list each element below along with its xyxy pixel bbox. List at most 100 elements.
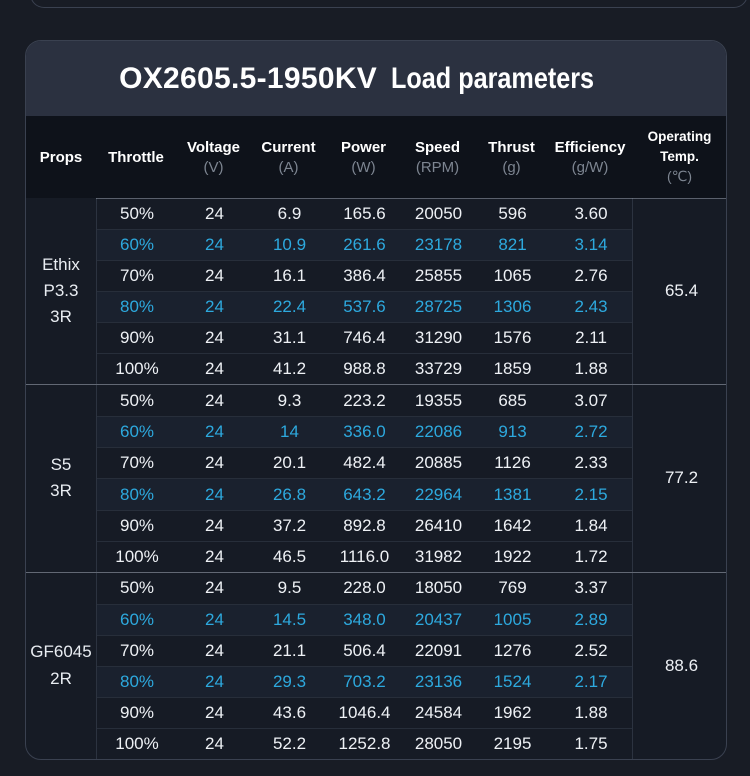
throttle-cell: 50% xyxy=(119,203,155,223)
table-row: 50% 24 9.3 223.2 19355 685 3.07 xyxy=(97,385,632,416)
current-cell: 37.2 xyxy=(272,515,307,535)
thrust-cell: 1126 xyxy=(494,453,531,473)
table-row: 50% 24 9.5 228.0 18050 769 3.37 xyxy=(97,573,632,604)
throttle-cell: 50% xyxy=(119,390,155,410)
throttle-cell: 80% xyxy=(119,671,155,691)
table-row: 80% 24 22.4 537.6 28725 1306 2.43 xyxy=(97,291,632,323)
throttle-cell: 60% xyxy=(119,609,155,629)
speed-cell: 26410 xyxy=(414,515,463,535)
power-cell: 1116.0 xyxy=(339,546,390,566)
table-row: 100% 24 46.5 1116.0 31982 1922 1.72 xyxy=(97,540,632,572)
power-cell: 348.0 xyxy=(343,609,386,629)
speed-cell: 22964 xyxy=(414,484,463,504)
efficiency-cell: 2.15 xyxy=(574,484,608,504)
props-cell: S5 3R xyxy=(26,385,96,571)
group-rows: 50% 24 6.9 165.6 20050 596 3.60 60% 24 10.9 261.6 2… xyxy=(96,198,633,385)
table-row: 50% 24 6.9 165.6 20050 596 3.60 xyxy=(97,198,632,229)
thrust-cell: 1005 xyxy=(493,609,532,629)
efficiency-cell: 2.76 xyxy=(574,266,608,286)
current-cell: 31.1 xyxy=(272,328,307,348)
throttle-cell: 50% xyxy=(119,578,155,598)
prop-label-line: 3R xyxy=(50,307,72,327)
voltage-cell: 24 xyxy=(205,422,224,442)
throttle-cell: 100% xyxy=(115,733,159,753)
efficiency-cell: 2.89 xyxy=(574,609,608,629)
prop-label-line: P3.3 xyxy=(43,280,79,300)
throttle-cell: 70% xyxy=(119,266,155,286)
table-row: 90% 24 43.6 1046.4 24584 1962 1.88 xyxy=(97,696,632,728)
speed-cell: 31982 xyxy=(414,546,463,566)
table-body: Ethix P3.3 3R 50% 24 6.9 165.6 20050 596 3.60 60%… xyxy=(26,198,726,759)
header-cell-operating-temp: Operating Temp. (℃) xyxy=(647,128,712,185)
group-rows: 50% 24 9.5 228.0 18050 769 3.37 60% 24 14.5 348.0 2… xyxy=(96,572,633,759)
speed-cell: 20050 xyxy=(414,203,463,223)
throttle-cell: 90% xyxy=(119,702,155,722)
thrust-cell: 1642 xyxy=(493,515,532,535)
current-cell: 14.5 xyxy=(272,609,307,629)
speed-cell: 20437 xyxy=(414,609,463,629)
power-cell: 261.6 xyxy=(343,235,386,255)
current-cell: 22.4 xyxy=(272,297,307,317)
speed-cell: 25855 xyxy=(414,266,463,286)
header-cell-thrust: Thrust (g) xyxy=(488,138,535,176)
efficiency-cell: 2.52 xyxy=(574,640,608,660)
voltage-cell: 24 xyxy=(205,359,224,379)
current-cell: 52.2 xyxy=(272,733,307,753)
efficiency-cell: 2.33 xyxy=(574,453,608,473)
power-cell: 165.6 xyxy=(343,203,386,223)
thrust-cell: 913 xyxy=(498,422,527,442)
voltage-cell: 24 xyxy=(205,453,224,473)
thrust-cell: 1065 xyxy=(493,266,532,286)
header-cell-speed: Speed (RPM) xyxy=(414,138,460,176)
power-cell: 1252.8 xyxy=(338,733,391,753)
speed-cell: 22091 xyxy=(414,640,463,660)
efficiency-cell: 2.43 xyxy=(574,297,608,317)
voltage-cell: 24 xyxy=(205,609,224,629)
speed-cell: 24584 xyxy=(414,702,463,722)
thrust-cell: 596 xyxy=(498,203,527,223)
thrust-cell: 685 xyxy=(498,390,527,410)
header-cell-power: Power (W) xyxy=(340,138,386,176)
speed-cell: 33729 xyxy=(414,359,463,379)
speed-cell: 28725 xyxy=(414,297,463,317)
previous-card-bottom-fragment xyxy=(30,0,748,8)
props-cell: GF6045 2R xyxy=(26,573,96,759)
efficiency-cell: 1.88 xyxy=(574,359,608,379)
table-row: 80% 24 26.8 643.2 22964 1381 2.15 xyxy=(97,478,632,510)
efficiency-cell: 3.37 xyxy=(574,578,608,598)
current-cell: 14 xyxy=(280,422,299,442)
thrust-cell: 1276 xyxy=(493,640,532,660)
prop-label-line: S5 xyxy=(50,455,72,475)
thrust-cell: 2195 xyxy=(493,733,532,753)
thrust-cell: 1306 xyxy=(493,297,532,317)
power-cell: 482.4 xyxy=(343,453,386,473)
thrust-cell: 769 xyxy=(498,578,527,598)
power-cell: 386.4 xyxy=(343,266,386,286)
thrust-cell: 1962 xyxy=(493,702,532,722)
header-cell-voltage: Voltage (V) xyxy=(186,138,241,176)
speed-cell: 18050 xyxy=(414,578,463,598)
table-row: 90% 24 31.1 746.4 31290 1576 2.11 xyxy=(97,322,632,353)
prop-label-line: 3R xyxy=(50,481,72,501)
thrust-cell: 1381 xyxy=(493,484,532,504)
operating-temp-cell: 88.6 xyxy=(664,655,699,675)
efficiency-cell: 2.17 xyxy=(574,671,608,691)
header-body-divider xyxy=(96,198,726,199)
power-cell: 336.0 xyxy=(343,422,386,442)
table-header-row: Props Throttle Voltage (V) Current (A) P… xyxy=(26,116,726,198)
speed-cell: 23178 xyxy=(414,235,463,255)
throttle-cell: 100% xyxy=(115,359,159,379)
power-cell: 506.4 xyxy=(343,640,386,660)
card-title-band: OX2605.5-1950KV Load parameters xyxy=(26,41,726,116)
prop-group-s5: S5 3R 50% 24 9.3 223.2 19355 685 3.07 60% 24 14 336… xyxy=(26,384,726,572)
throttle-cell: 60% xyxy=(119,235,155,255)
speed-cell: 20885 xyxy=(414,453,463,473)
table-row: 70% 24 20.1 482.4 20885 1126 2.33 xyxy=(97,447,632,478)
prop-group-ethix-p33: Ethix P3.3 3R 50% 24 6.9 165.6 20050 596 3.60 60%… xyxy=(26,198,726,385)
current-cell: 16.1 xyxy=(272,266,307,286)
current-cell: 46.5 xyxy=(272,546,307,566)
voltage-cell: 24 xyxy=(205,390,224,410)
efficiency-cell: 1.72 xyxy=(574,546,608,566)
current-cell: 41.2 xyxy=(272,359,307,379)
